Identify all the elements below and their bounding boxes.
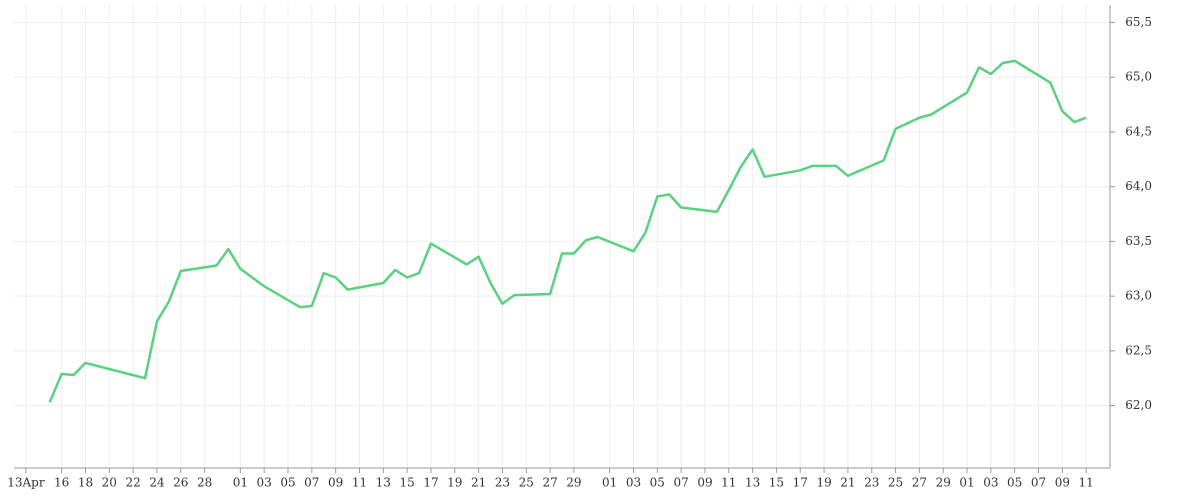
y-tick-label: 62,0	[1125, 398, 1152, 412]
x-tick-label: 27	[542, 476, 557, 490]
x-tick-label: 07	[304, 476, 319, 490]
x-tick-label: 13Apr	[7, 476, 45, 490]
x-tick-label: 03	[983, 476, 998, 490]
x-tick-label: 09	[697, 476, 712, 490]
x-tick-label: 16	[54, 476, 69, 490]
x-tick-label: 24	[149, 476, 165, 490]
x-tick-label: 19	[447, 476, 462, 490]
x-tick-label: 11	[352, 476, 367, 490]
y-tick-label: 64,5	[1125, 124, 1152, 138]
x-tick-label: 07	[1031, 476, 1046, 490]
x-tick-label: 03	[257, 476, 272, 490]
x-tick-label: 21	[471, 476, 486, 490]
y-tick-label: 63,5	[1125, 234, 1152, 248]
x-tick-label: 29	[566, 476, 581, 490]
x-tick-label: 01	[233, 476, 248, 490]
x-tick-label: 03	[626, 476, 641, 490]
x-tick-label: 01	[602, 476, 617, 490]
x-tick-label: 26	[173, 476, 188, 490]
x-tick-label: 21	[840, 476, 855, 490]
x-tick-label: 11	[1079, 476, 1094, 490]
price-line	[48, 59, 1087, 403]
x-tick-label: 11	[721, 476, 736, 490]
x-tick-label: 15	[399, 476, 414, 490]
x-tick-label: 01	[959, 476, 974, 490]
x-tick-label: 25	[888, 476, 903, 490]
x-tick-label: 23	[495, 476, 510, 490]
x-tick-label: 19	[816, 476, 831, 490]
x-tick-label: 22	[125, 476, 140, 490]
y-tick-label: 65,5	[1125, 15, 1152, 29]
y-tick-label: 62,5	[1125, 343, 1152, 357]
x-tick-label: 28	[197, 476, 212, 490]
y-tick-label: 64,0	[1125, 179, 1152, 193]
x-tick-label: 09	[1055, 476, 1070, 490]
x-tick-label: 13	[376, 476, 391, 490]
x-tick-label: 05	[650, 476, 665, 490]
x-tick-label: 18	[78, 476, 93, 490]
x-tick-label: 17	[423, 476, 438, 490]
x-tick-label: 20	[102, 476, 117, 490]
x-tick-label: 05	[280, 476, 295, 490]
y-tick-label: 65,0	[1125, 70, 1152, 84]
x-tick-label: 23	[864, 476, 879, 490]
x-tick-label: 13	[745, 476, 760, 490]
x-tick-label: 15	[769, 476, 784, 490]
x-tick-label: 17	[793, 476, 808, 490]
x-tick-label: 05	[1007, 476, 1022, 490]
x-tick-label: 25	[519, 476, 534, 490]
x-tick-label: 07	[673, 476, 688, 490]
x-tick-label: 09	[328, 476, 343, 490]
x-tick-label: 27	[912, 476, 927, 490]
y-tick-label: 63,0	[1125, 289, 1152, 303]
x-tick-label: 29	[936, 476, 951, 490]
